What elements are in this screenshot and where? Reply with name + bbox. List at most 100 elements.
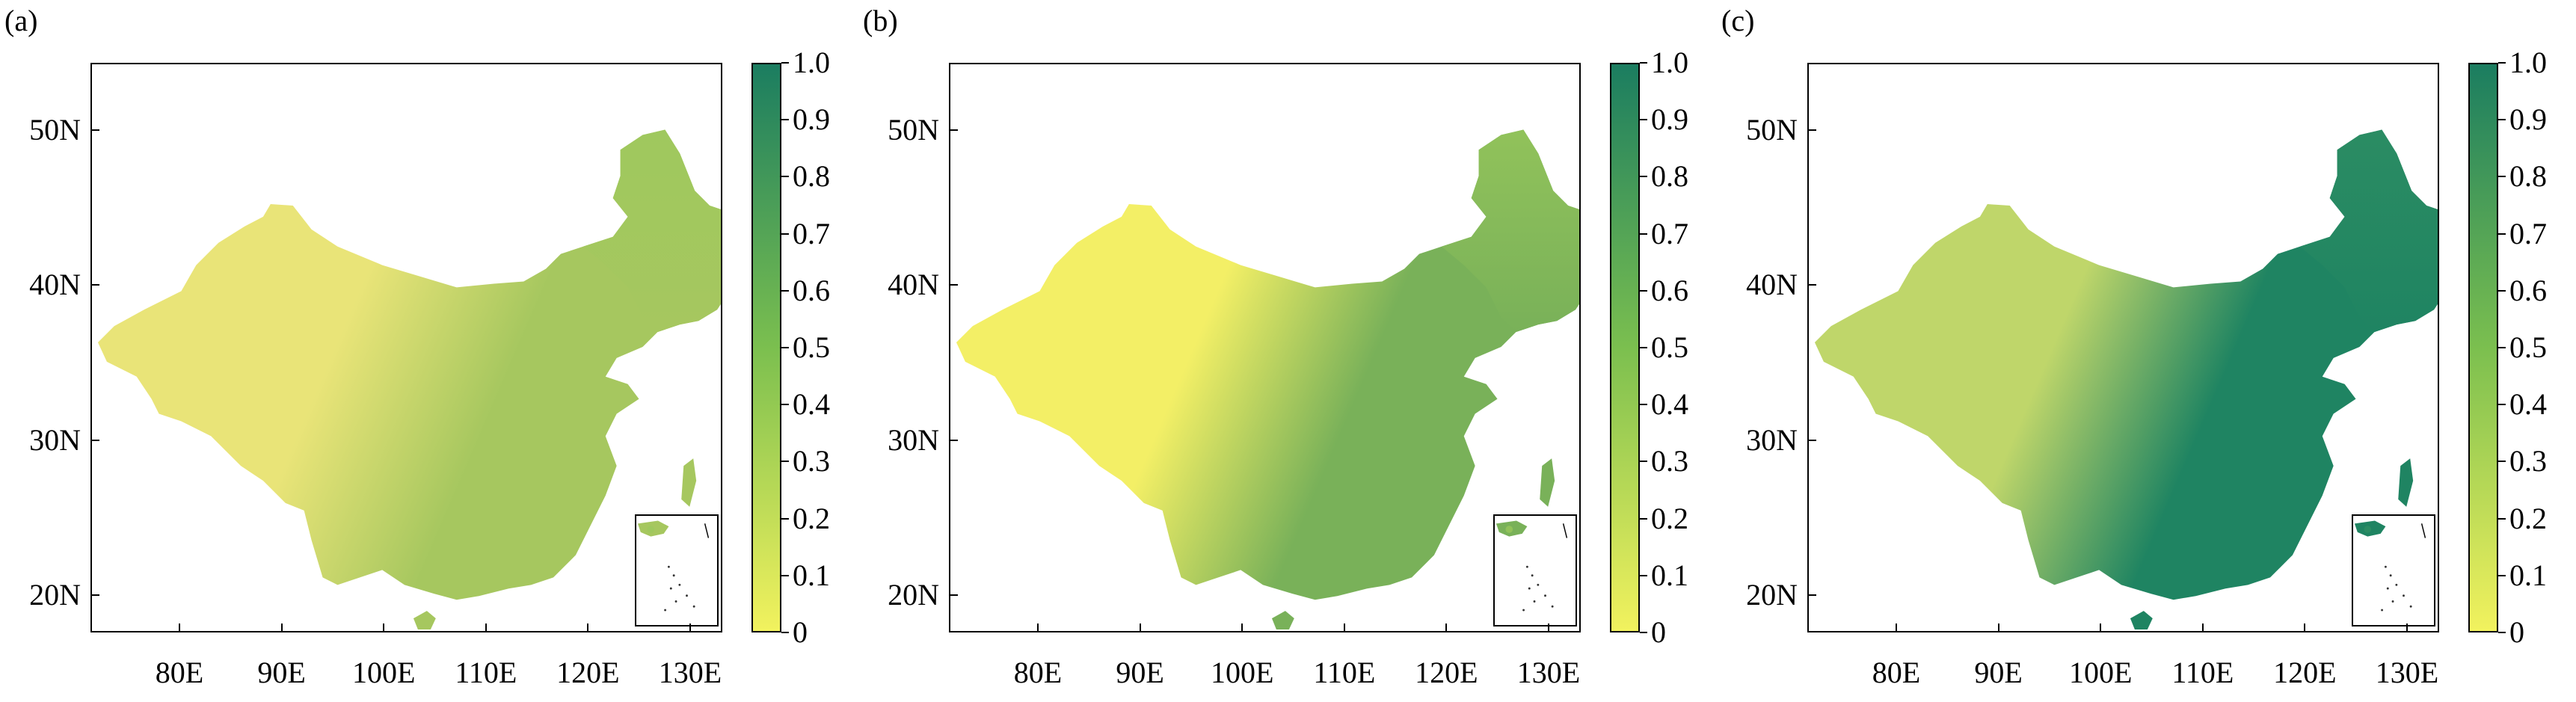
colorbar-tick: [781, 347, 789, 348]
colorbar-tick: [1640, 289, 1647, 292]
x-tick: [1241, 624, 1244, 632]
mainland-region: [97, 129, 721, 600]
colorbar-tick: [781, 404, 789, 406]
y-tick-label: 40N: [1746, 268, 1798, 302]
x-tick-label: 130E: [1516, 656, 1581, 689]
map-frame: [949, 63, 1581, 632]
colorbar-tick-label: 0.1: [2509, 558, 2547, 592]
colorbar-tick-label: 0.9: [1651, 102, 1688, 137]
x-tick: [1037, 624, 1039, 632]
panel-letter: (c): [1721, 4, 1755, 37]
china-map: [956, 129, 1579, 630]
colorbar-tick: [781, 119, 789, 121]
colorbar-tick: [781, 632, 789, 633]
colorbar-tick-label: 0.2: [1651, 501, 1688, 535]
taiwan-island: [681, 458, 697, 507]
x-tick: [1548, 624, 1549, 632]
colorbar-tick-label: 0.3: [2509, 444, 2547, 478]
colorbar-tick-label: 0.7: [793, 216, 830, 250]
northeast-region: [1441, 129, 1579, 333]
x-tick: [1896, 624, 1897, 632]
x-tick-label: 80E: [1013, 656, 1063, 689]
y-tick: [1807, 129, 1816, 131]
y-tick: [90, 129, 99, 131]
taiwan-island: [1540, 458, 1555, 507]
south-china-sea-inset: [2352, 514, 2435, 626]
x-tick: [485, 624, 487, 632]
y-tick-label: 40N: [888, 268, 939, 302]
colorbar-tick-label: 0.8: [1651, 159, 1688, 194]
y-tick: [1807, 594, 1816, 596]
northeast-region: [582, 129, 721, 333]
colorbar-tick-label: 0.7: [2509, 216, 2547, 250]
colorbar-tick: [781, 574, 789, 576]
y-tick: [1807, 439, 1816, 441]
y-tick: [1807, 284, 1816, 286]
x-tick: [383, 624, 385, 632]
y-tick-label: 40N: [29, 268, 81, 302]
y-tick-label: 20N: [29, 578, 81, 612]
colorbar-tick: [1640, 574, 1647, 576]
colorbar: [1610, 63, 1640, 632]
colorbar-tick-label: 0.6: [1651, 273, 1688, 307]
x-tick-label: 80E: [155, 656, 204, 689]
x-tick: [1139, 624, 1141, 632]
y-tick-label: 50N: [29, 113, 81, 147]
colorbar-tick-label: 0.1: [1651, 558, 1688, 592]
colorbar-tick-label: 0.4: [2509, 387, 2547, 422]
colorbar-tick: [1640, 461, 1647, 463]
panel-letter: (b): [863, 4, 898, 37]
colorbar-tick-label: 0.9: [2509, 102, 2547, 137]
x-tick-label: 120E: [2273, 656, 2337, 689]
map-frame: [1807, 63, 2439, 632]
colorbar-tick: [1640, 632, 1647, 633]
x-tick-label: 100E: [2068, 656, 2133, 689]
y-tick: [949, 129, 958, 131]
y-tick-label: 50N: [888, 113, 939, 147]
x-tick: [2100, 624, 2102, 632]
colorbar-tick: [2498, 347, 2506, 348]
south-china-sea-inset: [1493, 514, 1577, 626]
x-tick-label: 110E: [2171, 656, 2234, 689]
colorbar-tick-label: 0.2: [2509, 501, 2547, 535]
x-tick: [2406, 624, 2408, 632]
y-tick: [949, 439, 958, 441]
colorbar-tick-label: 0.8: [2509, 159, 2547, 194]
y-tick-label: 20N: [888, 578, 939, 612]
colorbar-tick: [2498, 119, 2506, 121]
colorbar-tick: [2498, 233, 2506, 235]
colorbar-tick: [781, 176, 789, 178]
colorbar-tick: [1640, 517, 1647, 520]
northeast-region: [2299, 129, 2438, 333]
colorbar-tick-label: 0.8: [793, 159, 830, 194]
colorbar-tick-label: 0.6: [2509, 273, 2547, 307]
colorbar-tick-label: 0: [793, 615, 808, 649]
colorbar-tick: [781, 233, 789, 235]
colorbar-tick: [1640, 119, 1647, 121]
hainan-island: [2130, 611, 2153, 630]
x-tick-label: 90E: [257, 656, 306, 689]
colorbar-tick: [1640, 233, 1647, 235]
x-tick: [1997, 624, 1999, 632]
y-tick-label: 30N: [29, 422, 81, 457]
colorbar-tick-label: 0.5: [1651, 330, 1688, 364]
x-tick: [587, 624, 589, 632]
x-tick-label: 110E: [455, 656, 517, 689]
colorbar: [2468, 63, 2498, 632]
x-tick-label: 100E: [1210, 656, 1274, 689]
colorbar-tick-label: 0.3: [1651, 444, 1688, 478]
inset-map: [2354, 520, 2426, 612]
colorbar: [751, 63, 781, 632]
x-tick-label: 100E: [351, 656, 416, 689]
colorbar-tick: [2498, 574, 2506, 576]
x-tick: [280, 624, 283, 632]
colorbar-tick-label: 0: [2509, 615, 2524, 649]
colorbar-tick-label: 1.0: [2509, 46, 2547, 79]
mainland-region: [1814, 129, 2438, 600]
x-tick: [2201, 624, 2204, 632]
y-tick-label: 30N: [888, 422, 939, 457]
x-tick-label: 90E: [1974, 656, 2023, 689]
x-tick-label: 80E: [1872, 656, 1921, 689]
colorbar-tick: [2498, 289, 2506, 292]
x-tick-label: 130E: [2375, 656, 2439, 689]
